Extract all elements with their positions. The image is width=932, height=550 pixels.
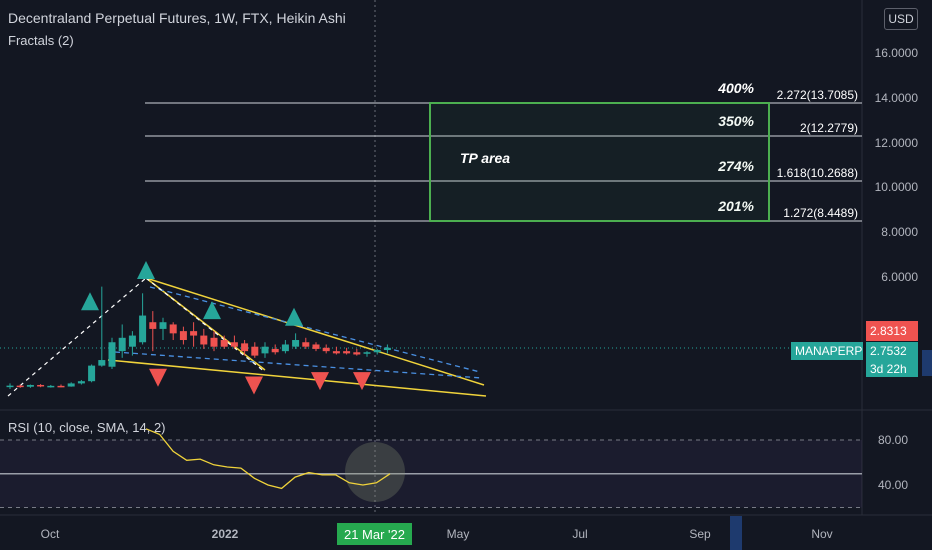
candle-body [149,322,156,329]
candle-body [119,338,126,351]
time-scale-marker [730,516,742,550]
chart-title: Decentraland Perpetual Futures, 1W, FTX,… [8,10,346,26]
price-tick-label: 12.0000 [875,136,919,150]
rsi-highlight-circle [345,442,405,502]
fractal-up-triangle [137,261,155,279]
candle-body [27,385,34,387]
candle-body [47,386,54,388]
grid-lines [0,0,932,515]
candle-body [384,348,391,350]
candle-body [7,386,14,388]
candle-body [37,385,44,387]
symbol-badge: MANAPERP [791,342,863,360]
fib-level-value: 2.272(13.7085) [777,88,858,102]
time-tick-label: Nov [811,527,832,541]
fib-level-value: 2(12.2779) [800,121,858,135]
fractal-down-triangle [149,369,167,387]
countdown-badge: 3d 22h [866,360,918,377]
fractal-markers [81,261,371,394]
candle-body [251,347,258,356]
channel-lower-line [115,352,482,378]
candle-body [88,366,95,382]
candle-body [241,343,248,351]
candle-body [180,331,187,340]
candle-body [78,381,85,383]
candle-body [129,336,136,347]
fib-level-pct: 400% [717,80,754,96]
candle-body [262,347,269,354]
currency-button[interactable]: USD [884,8,918,30]
time-tick-label: Oct [41,527,60,541]
time-tick-label: Jul [572,527,587,541]
current-price-badge: 2.8313 [866,321,918,341]
price-tick-label: 10.0000 [875,180,919,194]
fractal-down-triangle [353,372,371,390]
crosshair-time-label: 21 Mar '22 [337,523,412,545]
candle-body [313,344,320,348]
price-tick-label: 16.0000 [875,46,919,60]
candle-body [58,386,65,388]
candle-body [68,383,75,386]
price-tick-label: 8.0000 [881,225,918,239]
price-tick-label: 6.0000 [881,270,918,284]
candle-body [231,342,238,346]
candle-body [17,386,24,388]
candle-body [364,352,371,354]
channel-upper-line [150,287,480,372]
candle-body [200,336,207,345]
fib-extension[interactable]: 400%2.272(13.7085)350%2(12.2779)274%1.61… [145,80,862,221]
candle-body [333,351,340,353]
fractal-up-triangle [81,292,99,310]
candle-body [170,324,177,333]
candle-body [302,342,309,346]
candle-body [190,331,197,335]
candle-body [160,322,167,329]
symbol-price-badge: 2.7532 [866,342,918,360]
candle-body [353,352,360,354]
candle-body [282,344,289,351]
price-tick-label: 14.0000 [875,91,919,105]
time-tick-label: May [447,527,470,541]
candle-body [323,348,330,351]
candle-body [109,342,116,366]
time-tick-label: 2022 [212,527,239,541]
candle-body [221,340,228,347]
fib-level-value: 1.618(10.2688) [777,166,858,180]
fib-level-value: 1.272(8.4489) [783,206,858,220]
impulse-dashed-line [8,278,146,396]
candle-body [211,338,218,347]
price-scale-marker [922,350,932,376]
fractal-down-triangle [245,377,263,395]
candle-body [292,340,299,347]
rsi-title[interactable]: RSI (10, close, SMA, 14, 2) [8,420,166,435]
rsi-tick-label: 40.00 [878,478,908,492]
candle-body [343,351,350,353]
indicator-label[interactable]: Fractals (2) [8,33,74,48]
candle-body [98,360,105,366]
rsi-tick-label: 80.00 [878,433,908,447]
candle-body [139,316,146,343]
rsi-pane [0,429,862,508]
fractal-up-triangle [203,301,221,319]
time-tick-label: Sep [689,527,711,541]
candle-body [374,350,381,352]
tp-area-label: TP area [460,150,510,166]
fractal-up-triangle [285,308,303,326]
candle-body [272,349,279,352]
